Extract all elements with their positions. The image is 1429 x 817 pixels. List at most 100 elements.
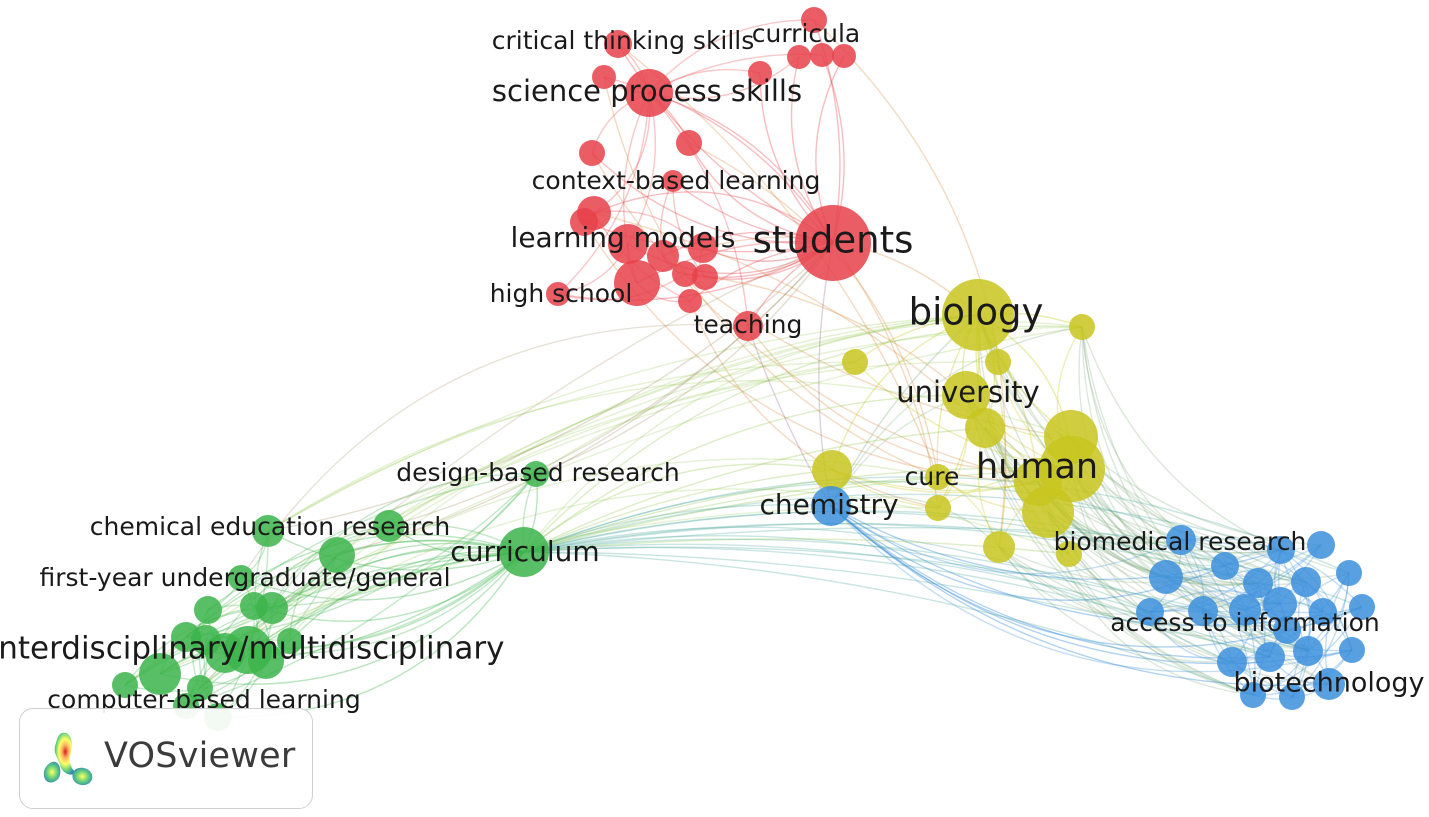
node-b5[interactable]	[1243, 568, 1273, 598]
node-y13[interactable]	[925, 495, 951, 521]
node-r21[interactable]	[678, 289, 702, 313]
node-b18[interactable]	[1293, 636, 1323, 666]
label-chemistry[interactable]: chemistry	[759, 488, 898, 521]
label-biology[interactable]: biology	[909, 291, 1044, 334]
node-r18[interactable]	[614, 260, 660, 306]
node-r16[interactable]	[647, 240, 679, 272]
node-cur2[interactable]	[787, 45, 811, 69]
node-g17[interactable]	[112, 672, 138, 698]
node-y6[interactable]	[965, 408, 1005, 448]
node-r15[interactable]	[608, 224, 648, 264]
node-g6[interactable]	[228, 565, 254, 591]
node-g3[interactable]	[252, 515, 284, 547]
label-human[interactable]: human	[976, 447, 1098, 487]
node-r9[interactable]	[748, 61, 772, 85]
node-b19[interactable]	[1339, 637, 1365, 663]
node-b11[interactable]	[1188, 596, 1218, 626]
label-first-year-undergraduate-general[interactable]: first-year undergraduate/general	[39, 563, 450, 592]
link	[984, 427, 1281, 605]
node-students[interactable]	[795, 205, 871, 281]
node-y12[interactable]	[925, 464, 951, 490]
node-bio[interactable]	[942, 279, 1014, 351]
node-cur4[interactable]	[832, 44, 856, 68]
node-teach[interactable]	[733, 311, 763, 341]
node-b17[interactable]	[1255, 642, 1285, 672]
node-r19[interactable]	[672, 261, 698, 287]
node-g13[interactable]	[205, 633, 245, 673]
node-b15[interactable]	[1349, 594, 1375, 620]
label-teaching[interactable]: teaching	[694, 310, 803, 339]
link	[388, 242, 834, 527]
node-y4[interactable]	[842, 349, 868, 375]
label-cure[interactable]: cure	[905, 462, 960, 491]
node-b2[interactable]	[1166, 525, 1196, 555]
node-uni[interactable]	[942, 371, 990, 419]
node-b23[interactable]	[1273, 616, 1301, 644]
label-interdisciplinary-multidisciplinary[interactable]: interdisciplinary/multidisciplinary	[0, 631, 504, 667]
node-g14[interactable]	[248, 643, 284, 679]
node-g20[interactable]	[187, 675, 213, 701]
label-design-based-research[interactable]: design-based research	[396, 458, 680, 487]
label-context-based-learning[interactable]: context-based learning	[532, 166, 821, 195]
label-university[interactable]: university	[896, 375, 1039, 409]
node-sps[interactable]	[625, 69, 673, 117]
link	[830, 496, 1000, 548]
link	[984, 427, 1246, 611]
node-b3[interactable]	[1149, 560, 1183, 594]
node-b21[interactable]	[1279, 684, 1305, 710]
node-y15[interactable]	[1056, 541, 1082, 567]
node-b8[interactable]	[1307, 531, 1335, 559]
node-y14[interactable]	[983, 531, 1015, 563]
node-r12[interactable]	[662, 170, 684, 192]
label-students[interactable]: students	[753, 219, 914, 262]
node-r20[interactable]	[692, 264, 718, 290]
node-r10[interactable]	[676, 130, 702, 156]
node-dbr[interactable]	[523, 461, 549, 487]
node-g16[interactable]	[139, 653, 181, 695]
node-chem[interactable]	[811, 486, 851, 526]
node-g7[interactable]	[194, 596, 222, 624]
node-b14[interactable]	[1309, 598, 1337, 626]
node-y11[interactable]	[812, 450, 852, 490]
link	[523, 493, 1282, 553]
label-high-school[interactable]: high school	[490, 279, 633, 308]
node-b22[interactable]	[1313, 668, 1345, 700]
node-r17[interactable]	[688, 233, 718, 263]
node-g9[interactable]	[256, 592, 288, 624]
label-chemical-education-research[interactable]: chemical education research	[90, 512, 450, 541]
node-cts2[interactable]	[592, 65, 616, 89]
label-learning-models[interactable]: learning models	[511, 221, 736, 254]
node-r11[interactable]	[579, 140, 605, 166]
node-b7[interactable]	[1291, 567, 1321, 597]
node-y2[interactable]	[1069, 314, 1095, 340]
link	[1280, 549, 1353, 651]
label-curricula[interactable]: curricula	[752, 19, 861, 48]
node-cur1[interactable]	[801, 7, 827, 33]
node-b16[interactable]	[1217, 647, 1247, 677]
label-access-to-information[interactable]: access to information	[1110, 608, 1380, 637]
node-hs[interactable]	[546, 282, 570, 306]
label-biomedical-research[interactable]: biomedical research	[1054, 527, 1307, 556]
node-g15[interactable]	[277, 628, 303, 654]
label-curriculum[interactable]: curriculum	[450, 535, 599, 568]
node-b9[interactable]	[1336, 560, 1362, 586]
node-b12[interactable]	[1229, 594, 1261, 626]
link	[830, 505, 1271, 659]
node-g4[interactable]	[373, 510, 405, 542]
link	[557, 92, 650, 295]
node-b6[interactable]	[1267, 536, 1295, 564]
label-critical-thinking-skills[interactable]: critical thinking skills	[492, 26, 755, 55]
node-b10[interactable]	[1136, 598, 1164, 626]
node-g5[interactable]	[319, 537, 355, 573]
node-cts1[interactable]	[604, 30, 632, 58]
node-b20[interactable]	[1240, 682, 1266, 708]
label-biotechnology[interactable]: biotechnology	[1233, 668, 1424, 699]
node-b4[interactable]	[1211, 552, 1239, 580]
node-r14[interactable]	[570, 208, 598, 236]
node-b13[interactable]	[1263, 587, 1297, 621]
node-cur3[interactable]	[810, 43, 834, 67]
node-y3[interactable]	[985, 349, 1011, 375]
label-science-process-skills[interactable]: science process skills	[492, 74, 802, 108]
node-curr[interactable]	[499, 527, 549, 577]
node-y10[interactable]	[1022, 486, 1074, 538]
